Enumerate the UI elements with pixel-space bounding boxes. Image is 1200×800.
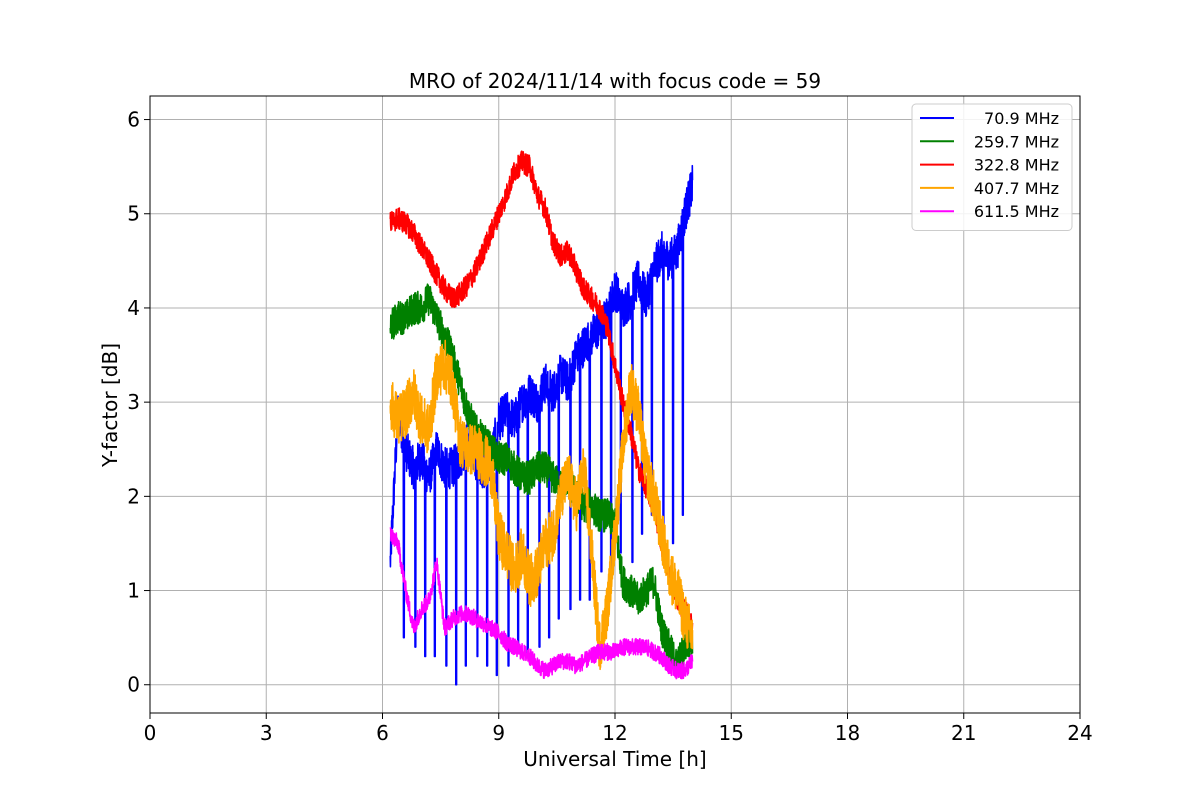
- y-tick-label: 3: [127, 390, 140, 414]
- legend-entry: 70.9 MHz: [984, 109, 1059, 128]
- x-tick-label: 6: [376, 721, 389, 745]
- legend-entry: 322.8 MHz: [974, 156, 1059, 175]
- x-tick-label: 21: [951, 721, 976, 745]
- y-tick-label: 6: [127, 108, 140, 132]
- x-tick-label: 24: [1067, 721, 1092, 745]
- y-tick-label: 1: [127, 579, 140, 603]
- y-tick-label: 5: [127, 202, 140, 226]
- chart-title: MRO of 2024/11/14 with focus code = 59: [409, 69, 821, 93]
- legend: 70.9 MHz 259.7 MHz 322.8 MHz 407.7 MHz 611.5…: [911, 103, 1073, 231]
- legend-box: [911, 103, 1073, 231]
- series-line-2: [389, 150, 694, 637]
- y-tick-label: 2: [127, 484, 140, 508]
- x-tick-label: 15: [719, 721, 744, 745]
- x-axis: 0 3 6 9 12 15 18 21 24: [144, 713, 1093, 745]
- x-tick-label: 0: [144, 721, 157, 745]
- y-axis: 0 1 2 3 4 5 6: [127, 108, 150, 697]
- series-group: [389, 150, 694, 686]
- x-tick-label: 3: [260, 721, 273, 745]
- x-tick-label: 9: [492, 721, 505, 745]
- series-line-1: [389, 283, 694, 678]
- y-axis-label: Y-factor [dB]: [98, 343, 122, 468]
- x-axis-label: Universal Time [h]: [523, 747, 706, 771]
- legend-entry: 259.7 MHz: [974, 132, 1059, 151]
- series-line-0: [389, 164, 694, 686]
- series-line-3: [389, 339, 694, 671]
- legend-entry: 611.5 MHz: [974, 202, 1059, 221]
- y-tick-label: 0: [127, 673, 140, 697]
- series-line-4: [389, 527, 694, 680]
- legend-entry: 407.7 MHz: [974, 179, 1059, 198]
- x-tick-label: 18: [835, 721, 860, 745]
- y-tick-label: 4: [127, 296, 140, 320]
- x-tick-label: 12: [602, 721, 627, 745]
